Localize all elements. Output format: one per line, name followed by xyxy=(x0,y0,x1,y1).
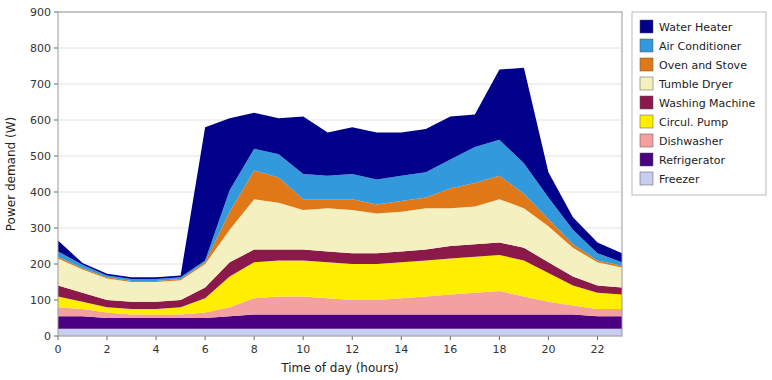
y-tick xyxy=(54,264,58,265)
y-tick-label: 0 xyxy=(44,330,51,343)
legend-swatch xyxy=(640,39,653,52)
legend-label: Freezer xyxy=(659,173,700,186)
area xyxy=(58,329,622,336)
y-tick xyxy=(54,228,58,229)
y-tick xyxy=(54,12,58,13)
plot-frame xyxy=(58,12,622,336)
x-tick xyxy=(352,336,353,340)
x-tick-label: 8 xyxy=(251,343,258,356)
x-tick xyxy=(254,336,255,340)
y-tick-label: 200 xyxy=(30,258,51,271)
grid-line xyxy=(58,120,622,121)
legend-frame xyxy=(632,12,766,195)
x-tick xyxy=(303,336,304,340)
y-tick-label: 800 xyxy=(30,42,51,55)
x-tick xyxy=(156,336,157,340)
x-tick xyxy=(597,336,598,340)
y-tick-label: 900 xyxy=(30,6,51,19)
x-tick-label: 22 xyxy=(590,343,604,356)
x-tick xyxy=(58,336,59,340)
y-tick xyxy=(54,336,58,337)
x-tick xyxy=(107,336,108,340)
y-tick-label: 700 xyxy=(30,78,51,91)
y-tick xyxy=(54,48,58,49)
areas xyxy=(58,68,622,336)
x-tick-label: 14 xyxy=(394,343,408,356)
x-tick-label: 6 xyxy=(202,343,209,356)
legend-swatch xyxy=(640,20,653,33)
y-tick xyxy=(54,156,58,157)
legend-label: Dishwasher xyxy=(659,135,723,148)
legend-swatch xyxy=(640,134,653,147)
legend-label: Washing Machine xyxy=(659,97,755,110)
legend-label: Oven and Stove xyxy=(659,59,747,72)
y-tick-label: 500 xyxy=(30,150,51,163)
y-axis-label: Power demand (W) xyxy=(4,117,18,231)
x-tick xyxy=(548,336,549,340)
x-axis-label: Time of day (hours) xyxy=(280,361,399,375)
y-tick xyxy=(54,300,58,301)
x-tick-label: 12 xyxy=(345,343,359,356)
x-tick-label: 2 xyxy=(104,343,111,356)
legend-swatch xyxy=(640,153,653,166)
legend-label: Refrigerator xyxy=(659,154,725,167)
legend-label: Water Heater xyxy=(659,21,733,34)
chart: 0 100 200 300 400 500 600 700 800 900 0 2 4 6 8 10 12 14 1… xyxy=(0,0,772,380)
legend-swatch xyxy=(640,172,653,185)
x-tick-label: 18 xyxy=(492,343,506,356)
legend-swatch xyxy=(640,96,653,109)
legend-label: Air Conditioner xyxy=(659,40,742,53)
x-tick-label: 10 xyxy=(296,343,310,356)
x-tick-label: 16 xyxy=(443,343,457,356)
legend-swatch xyxy=(640,77,653,90)
x-tick xyxy=(401,336,402,340)
grid-line xyxy=(58,48,622,49)
grid-line xyxy=(58,84,622,85)
x-tick xyxy=(205,336,206,340)
plot-background xyxy=(58,12,622,336)
y-tick-label: 400 xyxy=(30,186,51,199)
area xyxy=(58,68,622,279)
x-tick xyxy=(450,336,451,340)
legend-swatch xyxy=(640,58,653,71)
legend-label: Circul. Pump xyxy=(659,116,728,129)
y-tick-label: 100 xyxy=(30,294,51,307)
legend-label: Tumble Dryer xyxy=(658,78,733,91)
y-tick-label: 300 xyxy=(30,222,51,235)
x-tick-label: 0 xyxy=(55,343,62,356)
y-tick xyxy=(54,120,58,121)
y-tick-label: 600 xyxy=(30,114,51,127)
y-tick xyxy=(54,192,58,193)
x-tick-label: 20 xyxy=(541,343,555,356)
x-tick-label: 4 xyxy=(153,343,160,356)
legend-swatch xyxy=(640,115,653,128)
y-tick xyxy=(54,84,58,85)
x-tick xyxy=(499,336,500,340)
grid xyxy=(58,12,622,336)
legend: Water Heater Air Conditioner Oven and Stov… xyxy=(632,12,766,195)
